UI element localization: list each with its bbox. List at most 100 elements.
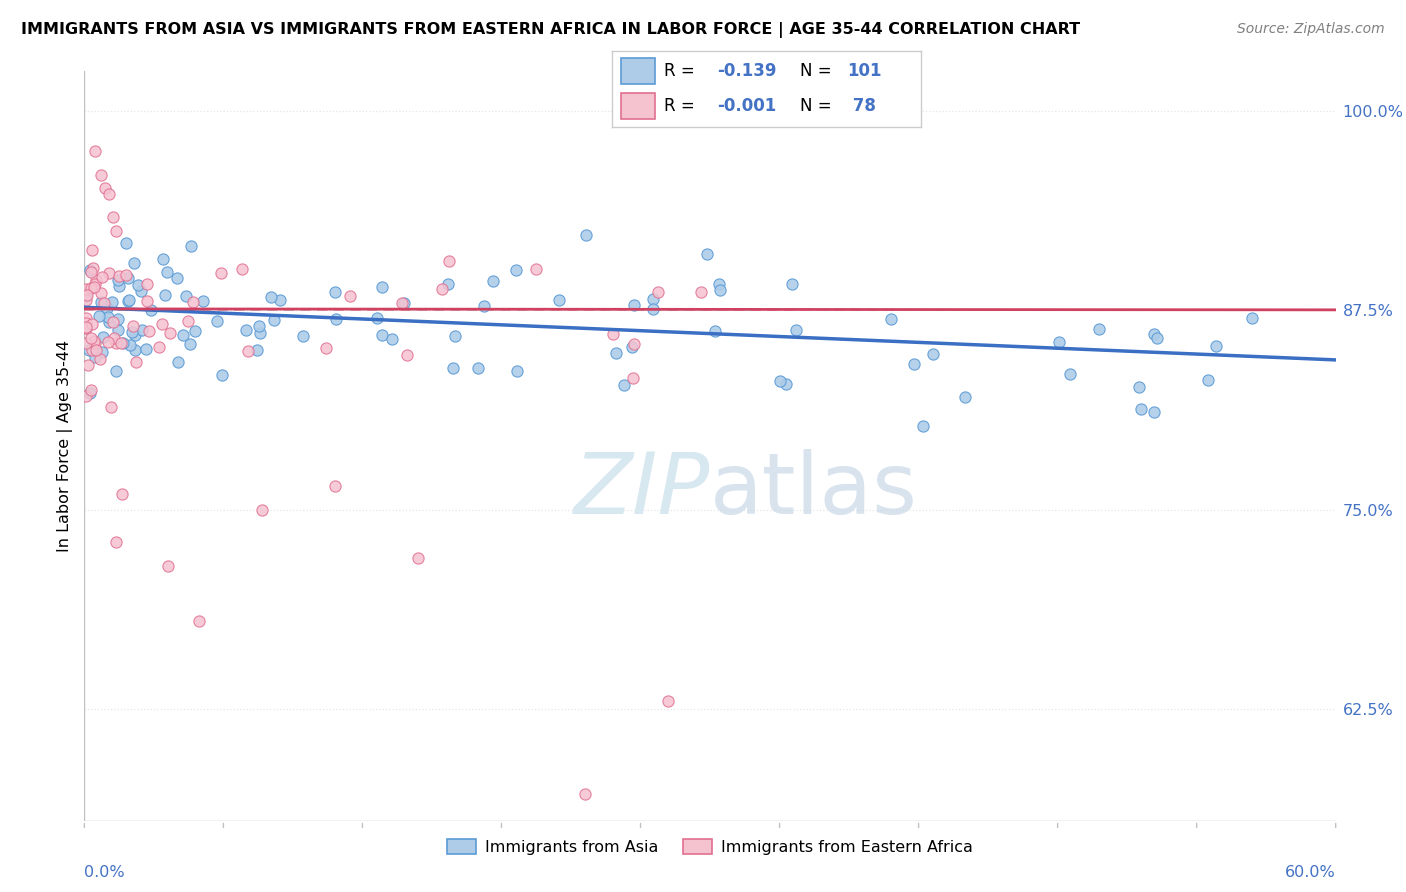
Point	[1047, 334, 1070, 349]
Point	[166, 271, 188, 285]
Point	[82, 260, 104, 275]
Point	[136, 293, 159, 308]
Point	[156, 265, 179, 279]
Point	[506, 364, 529, 378]
Point	[246, 343, 269, 357]
Point	[79, 343, 101, 358]
Point	[98, 315, 121, 329]
Point	[87, 310, 110, 324]
Point	[371, 280, 394, 294]
Point	[75, 321, 97, 335]
Point	[75, 389, 97, 403]
Point	[112, 336, 135, 351]
Point	[108, 279, 131, 293]
Point	[467, 360, 489, 375]
Point	[75, 320, 97, 334]
Point	[159, 326, 181, 340]
Point	[105, 364, 128, 378]
Point	[704, 324, 727, 338]
Text: R =: R =	[664, 62, 700, 80]
Point	[98, 187, 121, 202]
Point	[481, 274, 503, 288]
Point	[176, 314, 198, 328]
Point	[339, 289, 361, 303]
Point	[156, 558, 179, 573]
Point	[89, 351, 111, 366]
Point	[118, 293, 141, 308]
Point	[381, 332, 404, 346]
Point	[323, 285, 346, 299]
Point	[98, 266, 121, 280]
Point	[1146, 331, 1168, 345]
Point	[83, 144, 105, 158]
Point	[150, 317, 173, 331]
Point	[90, 345, 112, 359]
Point	[131, 323, 153, 337]
Point	[80, 265, 103, 279]
Text: R =: R =	[664, 97, 700, 115]
Point	[231, 262, 253, 277]
Point	[104, 534, 127, 549]
Point	[80, 318, 103, 332]
Point	[135, 342, 157, 356]
Point	[104, 224, 127, 238]
Point	[172, 327, 194, 342]
Point	[396, 348, 419, 362]
Point	[79, 281, 101, 295]
Point	[96, 301, 118, 315]
Point	[238, 343, 260, 358]
Point	[209, 266, 232, 280]
Point	[911, 419, 934, 434]
Point	[94, 180, 117, 194]
Point	[80, 383, 103, 397]
Point	[138, 324, 160, 338]
Text: Source: ZipAtlas.com: Source: ZipAtlas.com	[1237, 22, 1385, 37]
Point	[184, 324, 207, 338]
Point	[90, 286, 112, 301]
Point	[100, 400, 122, 414]
Point	[80, 331, 103, 345]
Point	[77, 358, 100, 372]
Point	[97, 335, 120, 350]
Point	[75, 311, 97, 326]
Point	[125, 355, 148, 369]
Point	[260, 289, 283, 303]
Point	[602, 327, 624, 342]
Text: -0.139: -0.139	[717, 62, 776, 80]
Point	[84, 273, 107, 287]
Point	[97, 310, 120, 325]
Point	[548, 293, 571, 307]
Point	[1128, 379, 1150, 393]
Point	[141, 303, 163, 318]
Point	[193, 293, 215, 308]
Point	[250, 502, 273, 516]
Point	[249, 326, 271, 340]
Point	[441, 361, 464, 376]
Point	[101, 211, 124, 225]
Point	[180, 239, 202, 253]
Point	[785, 323, 807, 337]
Point	[84, 277, 107, 292]
Point	[83, 279, 105, 293]
Point	[430, 282, 453, 296]
Point	[782, 277, 804, 292]
Point	[709, 284, 731, 298]
Point	[643, 302, 665, 317]
Point	[83, 351, 105, 365]
Point	[406, 550, 429, 565]
Point	[709, 277, 731, 291]
Point	[79, 386, 101, 401]
Text: 60.0%: 60.0%	[1285, 865, 1336, 880]
Point	[93, 330, 115, 344]
Text: 0.0%: 0.0%	[84, 865, 125, 880]
Point	[647, 285, 669, 299]
Point	[1059, 367, 1081, 381]
Point	[1130, 402, 1153, 417]
Point	[437, 277, 460, 292]
Point	[391, 296, 413, 310]
Point	[696, 247, 718, 261]
Text: 101: 101	[846, 62, 882, 80]
Point	[75, 293, 97, 307]
Point	[775, 376, 797, 391]
Point	[621, 371, 644, 385]
